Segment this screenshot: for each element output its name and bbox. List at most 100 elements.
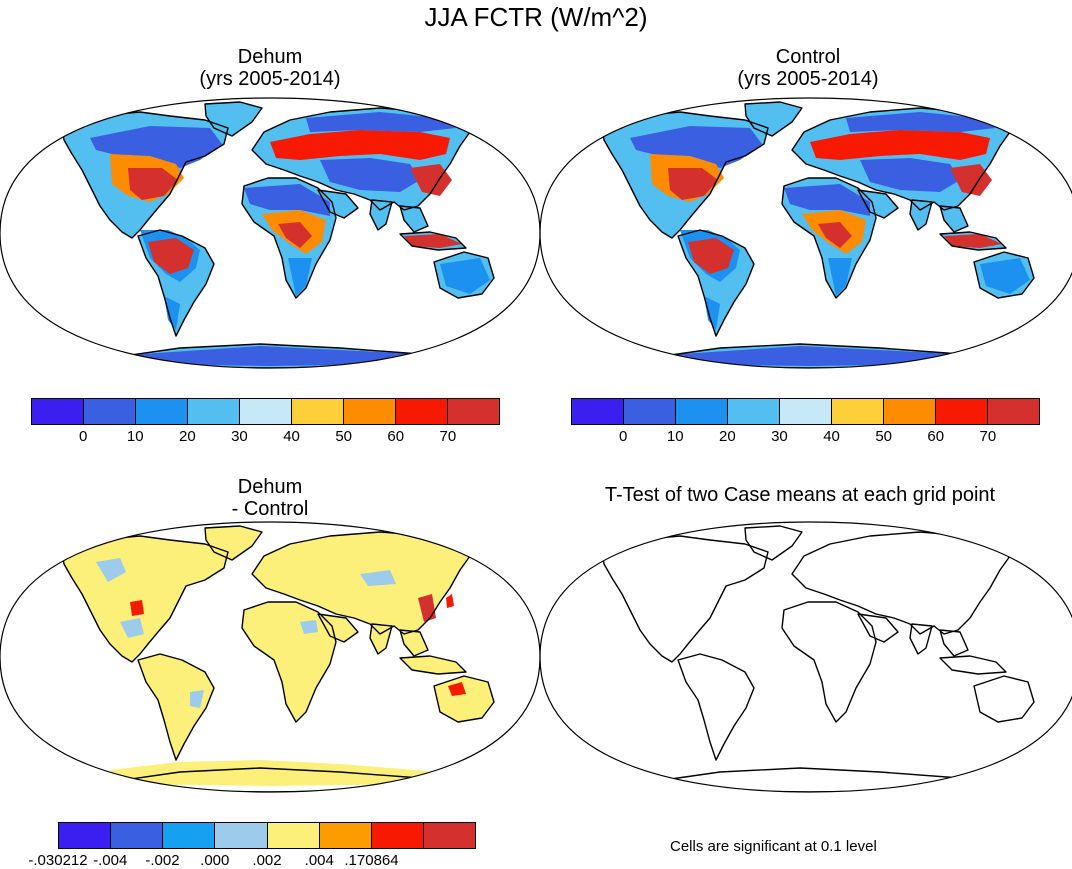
colorbar-swatch xyxy=(624,399,676,424)
coastline-south-america xyxy=(677,653,755,761)
colorbar-dehum xyxy=(31,398,500,425)
field-region xyxy=(448,682,466,696)
coastline-indonesia xyxy=(939,655,1007,675)
colorbar-tick-label: 0 xyxy=(78,428,88,445)
field-region xyxy=(252,532,470,634)
map-field xyxy=(601,101,1035,368)
map-field xyxy=(61,101,495,368)
colorbar-tick-label: -.002 xyxy=(145,852,180,869)
colorbar-swatch xyxy=(59,823,112,848)
colorbar-tick-label: 70 xyxy=(439,428,457,445)
panel-title-line2: (yrs 2005-2014) xyxy=(737,68,879,90)
map-border xyxy=(539,97,1072,369)
field-region xyxy=(652,346,960,366)
coastline-australia xyxy=(433,675,495,723)
coastline-australia xyxy=(973,251,1035,299)
coastline-europe-asia xyxy=(791,107,1011,211)
colorbar-swatch xyxy=(84,399,136,424)
colorbar-tick-label: .170864 xyxy=(344,852,399,869)
field-region xyxy=(846,112,996,132)
field-region xyxy=(446,594,454,608)
field-region xyxy=(112,346,420,366)
coastline-north-america xyxy=(61,535,229,663)
land-greenland xyxy=(205,102,262,136)
field-region xyxy=(278,222,312,248)
coastline-southeast-asia xyxy=(939,205,969,233)
coastline-india xyxy=(369,199,393,231)
field-region xyxy=(90,126,222,168)
coastline-greenland xyxy=(744,101,803,137)
colorbar-control xyxy=(571,398,1040,425)
coastline-europe-asia xyxy=(791,531,1011,635)
colorbar-swatch xyxy=(163,823,216,848)
colorbar-tick-label: 10 xyxy=(666,428,684,445)
coastline-antarctica xyxy=(649,767,981,792)
map-field xyxy=(601,525,1035,792)
map-dehum xyxy=(0,97,541,369)
coastline-africa xyxy=(781,177,877,299)
field-region xyxy=(860,158,960,192)
coastline-europe-asia xyxy=(251,531,471,635)
colorbar-tick-label: -.030212 xyxy=(28,852,88,869)
land-greenland xyxy=(745,102,802,136)
field-region xyxy=(400,656,466,674)
land-southeast-asia xyxy=(940,206,968,232)
coastline-australia xyxy=(433,251,495,299)
coastline-india xyxy=(909,199,933,231)
coastline-africa xyxy=(241,601,337,723)
colorbar-difference xyxy=(58,822,476,849)
field-region xyxy=(300,620,318,634)
colorbar-swatch xyxy=(780,399,832,424)
coastline-europe-asia xyxy=(251,107,471,211)
map-field xyxy=(61,525,495,792)
coastline-arabia xyxy=(857,189,899,219)
significance-note: Cells are significant at 0.1 level xyxy=(670,838,877,855)
field-region xyxy=(630,126,762,168)
field-region xyxy=(784,184,870,216)
field-region xyxy=(270,130,450,160)
coastline-africa xyxy=(781,601,877,723)
coastline-greenland xyxy=(204,525,263,561)
coastline-north-america xyxy=(61,111,229,239)
colorbar-swatch xyxy=(267,823,320,848)
field-region xyxy=(130,600,144,616)
colorbar-swatch xyxy=(728,399,780,424)
colorbar-swatch xyxy=(188,399,240,424)
colorbar-swatch xyxy=(136,399,188,424)
colorbar-swatch xyxy=(572,399,624,424)
colorbar-tick-label: 30 xyxy=(231,428,248,445)
colorbar-swatch xyxy=(988,399,1039,424)
field-region xyxy=(668,168,718,200)
field-region xyxy=(688,238,734,274)
map-ttest xyxy=(539,521,1072,793)
field-region xyxy=(288,258,312,296)
field-region xyxy=(400,630,428,656)
coastline-indonesia xyxy=(399,231,467,251)
coastline-south-america xyxy=(137,653,215,761)
field-region xyxy=(110,760,440,786)
field-region xyxy=(205,526,262,560)
coastline-greenland xyxy=(744,525,803,561)
field-region xyxy=(404,234,462,248)
field-region xyxy=(320,158,420,192)
colorbar-swatch xyxy=(240,399,292,424)
field-region xyxy=(828,258,852,296)
field-region xyxy=(96,558,126,582)
colorbar-tick-label: 60 xyxy=(387,428,405,445)
colorbar-tick-label: 50 xyxy=(875,428,892,445)
panel-title-line1: Dehum xyxy=(237,476,303,498)
colorbar-swatch xyxy=(396,399,448,424)
panel-title-dehum: Dehum (yrs 2005-2014) xyxy=(10,46,530,90)
field-region xyxy=(950,164,992,196)
colorbar-swatch xyxy=(215,823,268,848)
panel-title-line1: T-Test of two Case means at each grid po… xyxy=(604,484,996,506)
field-region xyxy=(190,690,204,708)
field-region xyxy=(164,296,180,330)
colorbar-tick-label: .004 xyxy=(304,852,334,869)
colorbar-swatch xyxy=(32,399,84,424)
map-border xyxy=(539,521,1072,793)
coastline-greenland xyxy=(204,101,263,137)
colorbar-swatch xyxy=(448,399,499,424)
field-region xyxy=(370,624,392,654)
coastline-africa xyxy=(241,177,337,299)
